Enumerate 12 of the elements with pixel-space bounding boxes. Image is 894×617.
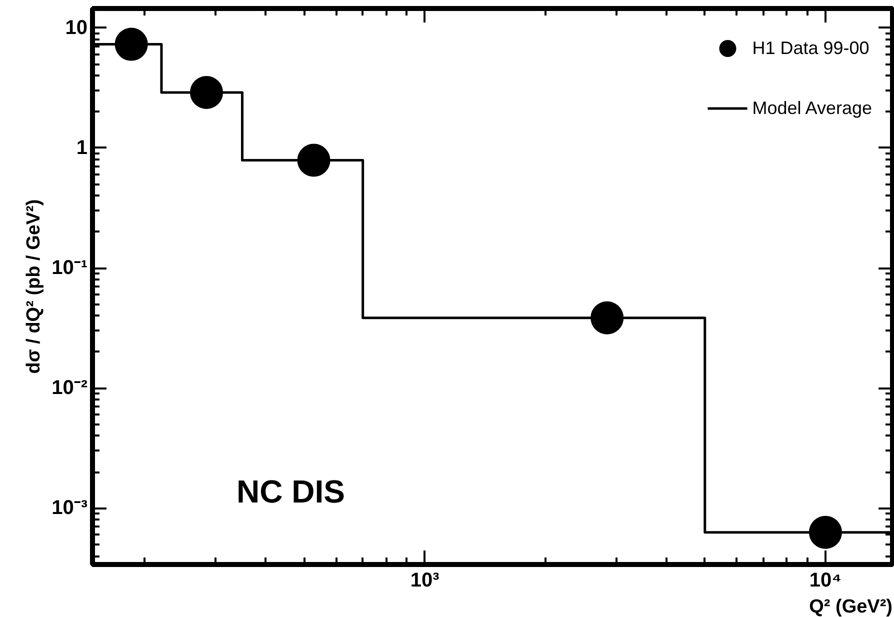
x-tick-label: 10³	[410, 570, 440, 592]
y-tick-label: 10⁻³	[52, 497, 88, 520]
annotation: NC DIS	[236, 474, 345, 510]
y-tick-label: 1	[76, 136, 88, 159]
legend-label: Model Average	[752, 98, 872, 118]
x-axis-title: Q² (GeV²)	[809, 596, 893, 617]
legend-label: H1 Data 99-00	[752, 38, 870, 58]
y-tick-label: 10	[65, 16, 88, 39]
x-tick-label: 10⁴	[809, 570, 842, 592]
y-tick-label: 10⁻²	[52, 377, 88, 400]
y-axis-title: dσ / dQ² (pb / GeV²)	[24, 199, 45, 374]
y-tick-label: 10⁻¹	[52, 257, 88, 280]
